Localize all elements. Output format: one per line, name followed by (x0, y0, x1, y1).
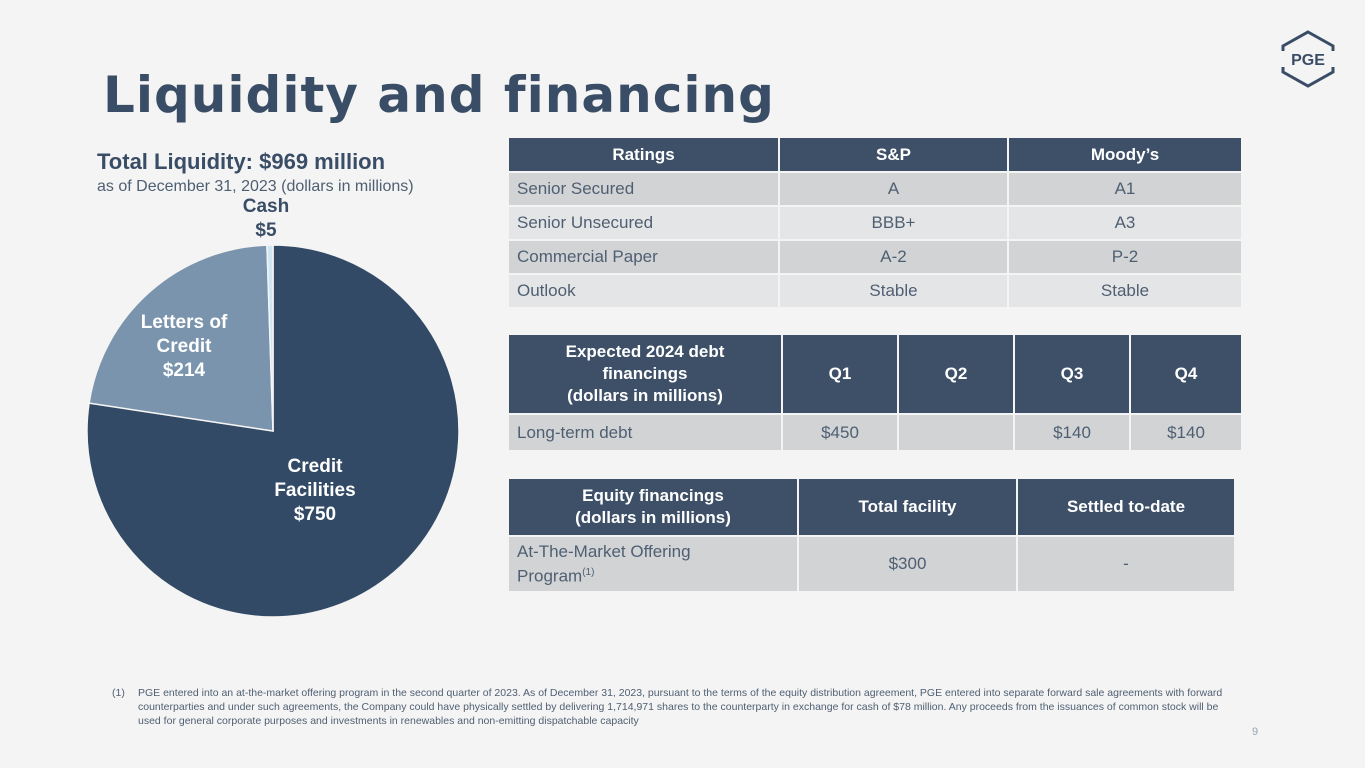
debt-header-line: Expected 2024 debt (565, 342, 725, 361)
table-row: Senior Secured A A1 (507, 171, 1243, 207)
equity-header-line: (dollars in millions) (575, 508, 731, 527)
equity-settled-value: - (1016, 535, 1236, 593)
ratings-header-label: Ratings (507, 136, 780, 173)
rating-sp: Stable (778, 273, 1009, 309)
debt-header-line: (dollars in millions) (567, 386, 723, 405)
footnote-marker: (1) (112, 687, 125, 699)
footnote: (1) PGE entered into an at-the-market of… (112, 686, 1227, 728)
ratings-header-moodys: Moody’s (1007, 136, 1243, 173)
table-row: Long-term debt $450 $140 $140 (507, 413, 1243, 452)
rating-sp: A (778, 171, 1009, 207)
debt-header-row: Expected 2024 debt financings (dollars i… (507, 333, 1243, 415)
rating-row-label: Senior Secured (507, 171, 780, 207)
pie-label-credit-facilities: Credit Facilities $750 (274, 456, 355, 525)
debt-header-q1: Q1 (781, 333, 899, 415)
table-row: Commercial Paper A-2 P-2 (507, 239, 1243, 275)
rating-sp: A-2 (778, 239, 1009, 275)
pie-label-cash: Cash $5 (243, 196, 289, 241)
debt-header-line: financings (602, 364, 688, 383)
debt-value-q4: $140 (1129, 413, 1243, 452)
equity-row-label-line: At-The-Market Offering (517, 542, 691, 562)
ratings-header-sp: S&P (778, 136, 1009, 173)
rating-moodys: A3 (1007, 205, 1243, 241)
equity-header-line: Equity financings (582, 486, 724, 505)
table-row: Senior Unsecured BBB+ A3 (507, 205, 1243, 241)
pge-logo: PGE (1279, 30, 1337, 88)
liquidity-pie-chart: Credit Facilities $750 Letters of Credit $214… (86, 196, 460, 618)
equity-row-label-line: Program (517, 566, 583, 586)
logo-text: PGE (1291, 52, 1325, 69)
rating-moodys: A1 (1007, 171, 1243, 207)
debt-value-q3: $140 (1013, 413, 1131, 452)
footnote-text: PGE entered into an at-the-market offeri… (138, 687, 1223, 727)
rating-moodys: Stable (1007, 273, 1243, 309)
equity-row-label: At-The-Market Offering Program(1) (507, 535, 799, 593)
pie-slice-letters-of-credit (88, 244, 274, 432)
page-title: Liquidity and financing (103, 66, 775, 124)
debt-header-q2: Q2 (897, 333, 1015, 415)
liquidity-title: Total Liquidity: $969 million (97, 149, 386, 174)
pie-label-letters-of-credit: Letters of Credit $214 (141, 312, 228, 381)
debt-value-q2 (897, 413, 1015, 452)
debt-header-q4: Q4 (1129, 333, 1243, 415)
rating-moodys: P-2 (1007, 239, 1243, 275)
liquidity-subtitle: as of December 31, 2023 (dollars in mill… (97, 178, 414, 195)
debt-row-label: Long-term debt (507, 413, 783, 452)
equity-header-total: Total facility (797, 477, 1018, 537)
equity-header-label: Equity financings (dollars in millions) (507, 477, 799, 537)
debt-header-q3: Q3 (1013, 333, 1131, 415)
table-row: At-The-Market Offering Program(1) $300 - (507, 535, 1236, 593)
rating-sp: BBB+ (778, 205, 1009, 241)
equity-header-settled: Settled to-date (1016, 477, 1236, 537)
equity-header-row: Equity financings (dollars in millions) … (507, 477, 1236, 537)
table-row: Outlook Stable Stable (507, 273, 1243, 309)
debt-financings-table: Expected 2024 debt financings (dollars i… (507, 333, 1243, 452)
ratings-header-row: Ratings S&P Moody’s (507, 136, 1243, 173)
rating-row-label: Senior Unsecured (507, 205, 780, 241)
equity-total-value: $300 (797, 535, 1018, 593)
pie-slice-cash (266, 244, 274, 432)
ratings-table: Ratings S&P Moody’s Senior Secured A A1 … (507, 136, 1243, 309)
equity-financings-table: Equity financings (dollars in millions) … (507, 477, 1236, 593)
rating-row-label: Outlook (507, 273, 780, 309)
debt-header-label: Expected 2024 debt financings (dollars i… (507, 333, 783, 415)
debt-value-q1: $450 (781, 413, 899, 452)
rating-row-label: Commercial Paper (507, 239, 780, 275)
page-number: 9 (1252, 726, 1259, 738)
footnote-ref: (1) (582, 567, 595, 579)
